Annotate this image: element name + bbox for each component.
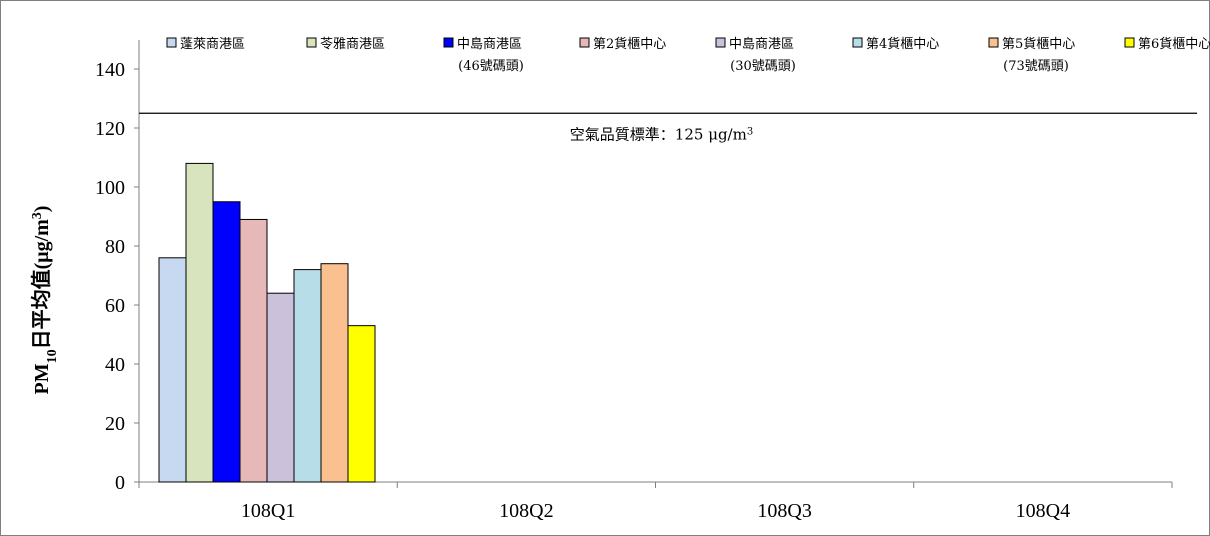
bar <box>239 218 268 483</box>
legend-swatch <box>443 37 454 48</box>
y-tick-label: 80 <box>105 236 125 258</box>
y-tick-label: 100 <box>95 177 125 199</box>
y-tick-label: 20 <box>105 413 125 435</box>
legend-swatch <box>988 37 999 48</box>
legend-swatch <box>852 37 863 48</box>
x-tick-label: 108Q2 <box>499 500 553 522</box>
y-tick-label: 140 <box>95 59 125 81</box>
legend-swatch <box>715 37 726 48</box>
legend-label-sub: (73號碼頭) <box>1003 59 1069 74</box>
bar <box>185 162 214 483</box>
x-tick-label: 108Q3 <box>757 500 811 522</box>
bar <box>320 263 349 483</box>
x-tick-label: 108Q4 <box>1016 500 1070 522</box>
y-axis-label-sup: 3 <box>30 212 45 219</box>
y-tick-label: 40 <box>105 354 125 376</box>
legend-label: 蓬萊商港區 <box>180 37 245 52</box>
bar <box>293 269 322 483</box>
legend: 蓬萊商港區 苓雅商港區 中島商港區 (46號碼頭) 第2貨櫃中心 中島商港區 (30號碼頭)… <box>166 36 1210 74</box>
legend-label: 第4貨櫃中心 <box>866 36 939 52</box>
bar <box>347 325 376 483</box>
legend-swatch <box>166 37 177 48</box>
y-axis-label-sub: 10 <box>45 349 60 363</box>
reference-line-label-sup: 3 <box>747 126 753 137</box>
y-axis-label-part-c: ) <box>31 206 53 213</box>
y-tick-label: 120 <box>95 118 125 140</box>
legend-label: 第2貨櫃中心 <box>593 36 666 52</box>
legend-label: 中島商港區 <box>729 37 794 52</box>
y-axis-label-part-b: 日平均值(μg/m <box>29 219 53 350</box>
bar <box>212 201 241 483</box>
x-tick-label: 108Q1 <box>241 500 295 522</box>
reference-line-label: 空氣品質標準：125 μg/m3 <box>570 125 753 143</box>
bar <box>158 257 187 483</box>
bar <box>266 292 295 483</box>
legend-label-sub: (46號碼頭) <box>458 59 524 74</box>
reference-line-label-text: 空氣品質標準：125 μg/m <box>570 125 747 143</box>
y-tick-label: 60 <box>105 295 125 317</box>
legend-swatch <box>306 37 317 48</box>
legend-label: 第5貨櫃中心 <box>1002 36 1075 52</box>
legend-label-sub: (30號碼頭) <box>730 59 796 74</box>
legend-label: 中島商港區 <box>457 37 522 52</box>
legend-swatch <box>579 37 590 48</box>
legend-label: 第6貨櫃中心 <box>1138 36 1210 52</box>
y-axis-label: PM10日平均值(μg/m3) <box>29 206 60 395</box>
legend-swatch <box>1124 37 1135 48</box>
y-axis-label-part-a: PM <box>31 363 53 394</box>
bars <box>158 162 376 483</box>
legend-label: 苓雅商港區 <box>320 37 385 52</box>
y-tick-label: 0 <box>115 472 125 494</box>
